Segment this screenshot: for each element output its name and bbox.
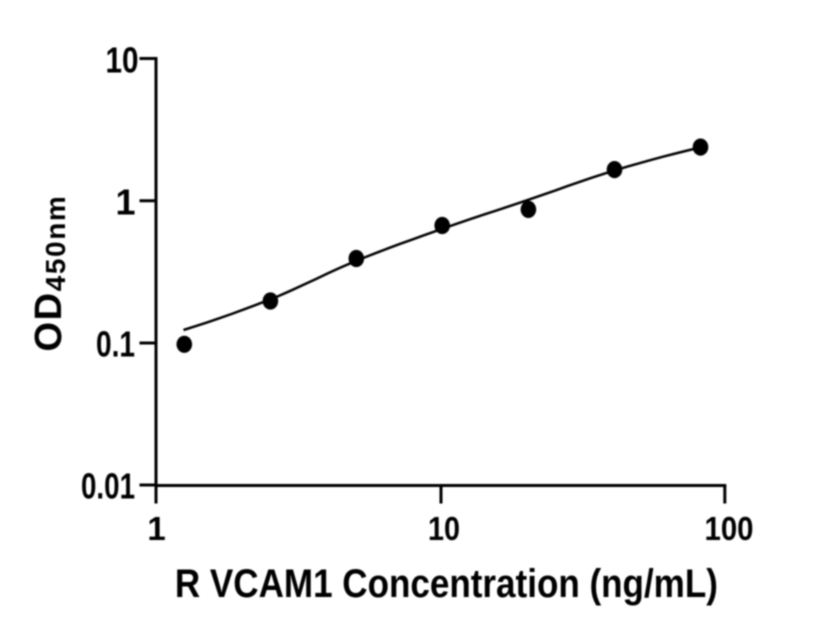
svg-text:100: 100 [705,510,754,547]
svg-text:0.01: 0.01 [81,466,135,507]
svg-text:1: 1 [147,510,165,547]
svg-text:1: 1 [115,182,135,223]
svg-text:10: 10 [106,40,139,81]
svg-text:10: 10 [428,510,460,547]
svg-text:0.1: 0.1 [96,324,135,365]
svg-text:R VCAM1 Concentration (ng/mL): R VCAM1 Concentration (ng/mL) [175,562,718,606]
